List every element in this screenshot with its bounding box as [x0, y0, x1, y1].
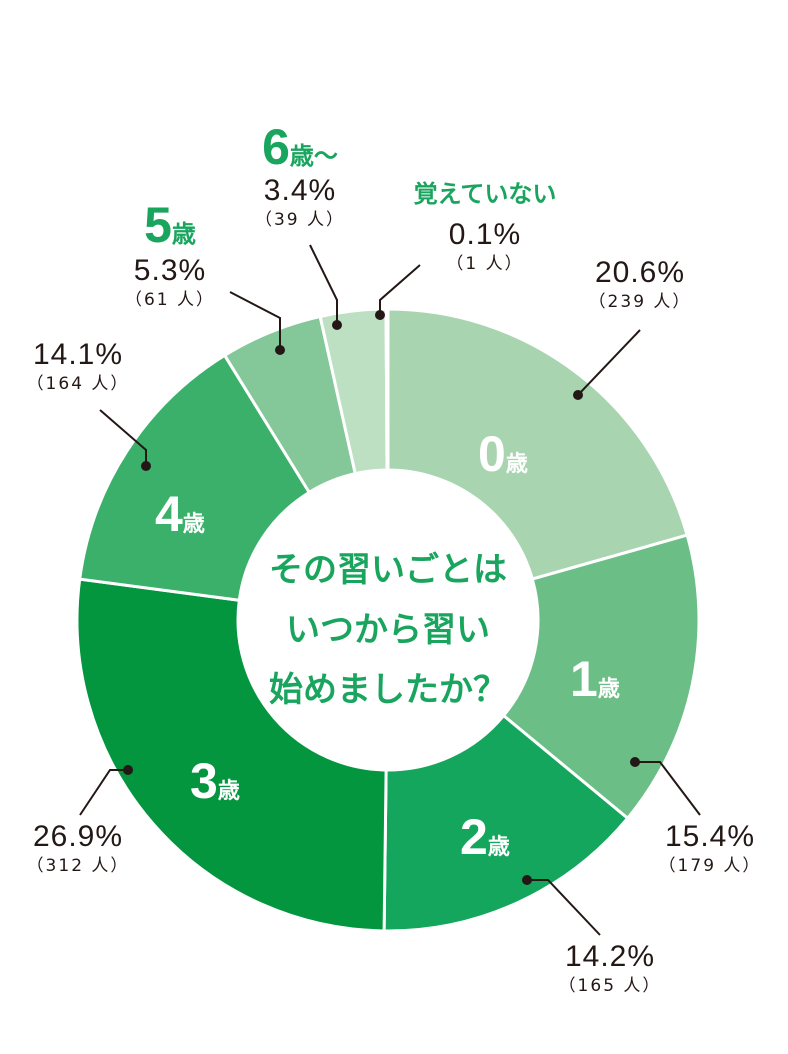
slice-1: [501, 533, 701, 821]
slice-0: [386, 307, 690, 581]
slice-label-0: 0歳: [478, 426, 528, 482]
value-label-7: 覚えていない 0.1% （1 人）: [413, 180, 557, 274]
slice-7: [384, 307, 390, 472]
leader-4: [99, 409, 147, 466]
leader-6: [309, 244, 338, 325]
slice-2: [382, 713, 630, 933]
slice-label-4: 4歳: [155, 486, 205, 542]
slice-4: [78, 353, 312, 602]
value-label-5: 5歳 5.3% （61 人）: [124, 197, 216, 310]
slice-3: [75, 577, 388, 933]
chart-question: その習いごとは いつから習い 始めましたか？: [269, 550, 507, 710]
slice-label-1: 1歳: [570, 651, 620, 707]
value-label-3: 26.9% （312 人）: [26, 820, 130, 876]
leader-5: [229, 291, 281, 350]
leader-0: [577, 329, 641, 396]
value-label-4: 14.1% （164 人）: [26, 338, 130, 394]
leader-2: [527, 879, 601, 936]
value-label-1: 15.4% （179 人）: [658, 820, 762, 876]
leader-1: [635, 761, 701, 816]
slice-label-3: 3歳: [190, 753, 240, 809]
value-label-0: 20.6% （239 人）: [588, 256, 692, 312]
value-label-2: 14.2% （165 人）: [558, 940, 662, 996]
value-label-6: 6歳〜 3.4% （39 人）: [254, 119, 346, 230]
slice-label-2: 2歳: [460, 809, 510, 865]
leader-3: [79, 769, 128, 816]
